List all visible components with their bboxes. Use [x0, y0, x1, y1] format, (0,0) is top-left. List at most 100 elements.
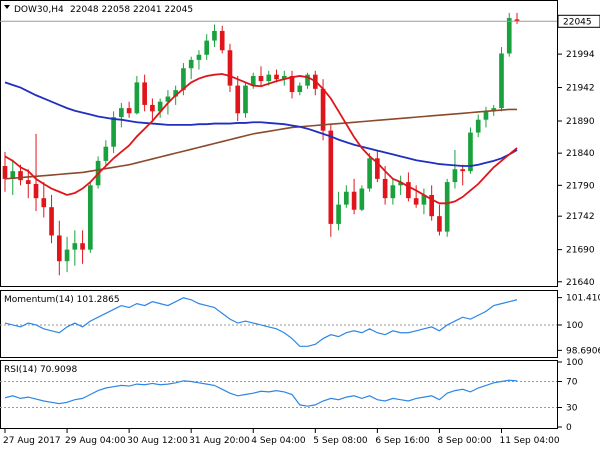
candle-body	[359, 188, 365, 210]
candle-body	[289, 75, 295, 93]
candle-body	[196, 54, 202, 60]
candles	[2, 12, 520, 276]
rsi-line	[4, 379, 518, 407]
time-tick-label: 31 Aug 20:00	[189, 436, 250, 446]
price-tick-label: 21690	[566, 246, 595, 256]
candle-body	[281, 75, 287, 80]
time-tick-label: 30 Aug 12:00	[127, 436, 188, 446]
candle-body	[10, 171, 16, 179]
candle-body	[2, 166, 8, 179]
candle-body	[406, 182, 411, 199]
momentum-tick-label: 100	[566, 321, 583, 331]
main-pane	[0, 0, 558, 287]
candle-body	[188, 59, 194, 69]
candle-body	[41, 198, 47, 208]
candle-body	[157, 101, 163, 112]
price-tick-label: 21790	[566, 181, 595, 191]
candle-body	[429, 194, 434, 217]
price-tick-label: 21890	[566, 117, 595, 127]
candle-body	[80, 243, 85, 250]
candle-body	[49, 207, 54, 236]
rsi-tick-label: 0	[566, 423, 572, 433]
candle-body	[150, 104, 155, 112]
candle-body	[475, 119, 481, 133]
candle-body	[305, 74, 310, 86]
sma-mid-line	[4, 81, 518, 167]
candle-body	[258, 75, 264, 82]
candle-body	[18, 171, 23, 181]
candle-body	[336, 204, 341, 224]
candle-body	[119, 108, 124, 118]
candle-body	[56, 235, 62, 262]
momentum-line	[4, 297, 518, 347]
candle-body	[64, 249, 70, 262]
candle-body	[134, 82, 140, 114]
price-axis: 21994 21942 21890 21840 21790 21742 21690 21640	[558, 20, 595, 288]
candle-body	[460, 169, 466, 172]
candle-body	[111, 117, 116, 147]
candle-body	[483, 111, 489, 120]
candle-body	[491, 108, 497, 112]
candle-body	[181, 68, 186, 91]
collapse-arrow-icon[interactable]	[4, 5, 10, 9]
candle-body	[390, 185, 396, 199]
candle-body	[88, 185, 93, 250]
candle-body	[514, 19, 520, 22]
candle-body	[421, 194, 427, 205]
current-price-tag	[557, 14, 600, 28]
candle-body	[173, 90, 178, 97]
momentum-label: Momentum(14) 101.2865	[4, 295, 120, 305]
candle-body	[165, 96, 171, 102]
time-tick-label: 4 Sep 04:00	[251, 436, 306, 446]
momentum-pane	[0, 290, 558, 358]
candle-body	[452, 169, 458, 183]
candle-body	[375, 158, 380, 179]
price-tick-label: 21640	[566, 278, 595, 288]
price-tick-label: 21742	[566, 212, 595, 222]
candle-body	[274, 74, 279, 80]
price-tick-label: 21994	[566, 50, 595, 60]
time-tick-label: 6 Sep 16:00	[375, 436, 430, 446]
candle-body	[204, 40, 210, 55]
candle-body	[444, 182, 450, 232]
candle-body	[382, 178, 388, 199]
time-axis: 27 Aug 2017 29 Aug 04:00 30 Aug 12:00 31 Au…	[3, 429, 560, 446]
candle-body	[367, 158, 372, 189]
candle-body	[297, 85, 303, 93]
candle-body	[499, 53, 504, 109]
candle-body	[142, 82, 147, 105]
candle-body	[103, 146, 109, 161]
time-tick-label: 29 Aug 04:00	[65, 436, 126, 446]
momentum-axis: 101.4101 100 98.6906	[558, 294, 600, 356]
rsi-tick-label: 100	[566, 358, 583, 368]
candle-body	[344, 191, 349, 205]
price-tick-label: 21942	[566, 84, 595, 94]
candle-body	[320, 88, 326, 131]
sma-fast-line	[4, 73, 518, 205]
candle-body	[235, 85, 241, 114]
candle-body	[227, 50, 233, 86]
candle-body	[468, 132, 473, 172]
candle-body	[413, 198, 419, 205]
time-tick-label: 11 Sep 04:00	[499, 436, 559, 446]
rsi-tick-label: 30	[566, 404, 578, 414]
time-tick-label: 8 Sep 00:00	[437, 436, 492, 446]
momentum-tick-label: 101.4101	[566, 294, 600, 304]
candle-body	[506, 18, 512, 54]
time-tick-label: 5 Sep 08:00	[313, 436, 368, 446]
candle-body	[328, 130, 334, 224]
candle-body	[72, 243, 78, 250]
symbol-label: DOW30,H4	[14, 5, 64, 15]
momentum-tick-label: 98.6906	[566, 346, 600, 356]
sma-slow-line	[4, 108, 517, 180]
rsi-pane	[0, 360, 558, 429]
candle-body	[351, 191, 357, 210]
rsi-tick-label: 70	[566, 378, 578, 388]
moving-averages	[4, 73, 518, 205]
candle-body	[250, 75, 256, 86]
rsi-label: RSI(14) 70.9098	[4, 365, 77, 375]
candle-body	[266, 74, 272, 82]
candle-body	[398, 182, 403, 186]
rsi-axis: 100 70 30 0	[558, 358, 583, 433]
